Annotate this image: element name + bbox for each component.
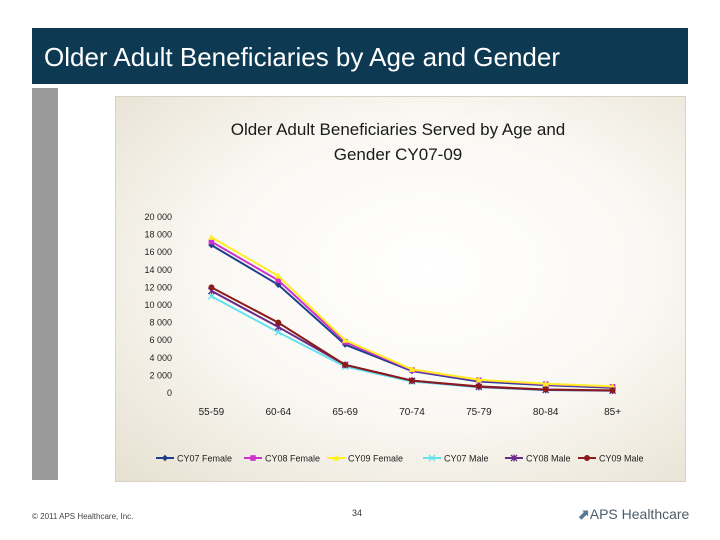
y-tick-label: 18 000: [144, 230, 172, 240]
series-line: [210, 240, 613, 388]
data-point: [609, 383, 616, 389]
y-tick-label: 4 000: [149, 353, 172, 363]
data-point: [208, 238, 215, 245]
data-point: [341, 337, 349, 343]
data-point: [207, 292, 215, 300]
legend-item: CY09 Female: [327, 454, 403, 464]
data-point: [542, 380, 549, 387]
legend-item: CY09 Male: [578, 454, 644, 464]
y-tick-label: 2 000: [149, 370, 172, 380]
left-accent-bar: [32, 88, 58, 480]
y-tick-label: 8 000: [149, 318, 172, 328]
data-point: [332, 454, 340, 461]
chart-panel: Older Adult Beneficiaries Served by Age …: [115, 96, 686, 482]
data-point: [428, 454, 436, 462]
legend-label: CY07 Female: [177, 454, 232, 464]
data-point: [584, 455, 590, 461]
chart-title-line-2: Gender CY07-09: [334, 145, 463, 164]
data-point: [475, 383, 482, 390]
data-point: [208, 241, 215, 249]
y-tick-label: 10 000: [144, 300, 172, 310]
x-tick-label: 60-64: [265, 407, 291, 418]
y-tick-label: 14 000: [144, 265, 172, 275]
legend-item: CY07 Male: [423, 454, 489, 464]
chart-title-line-1: Older Adult Beneficiaries Served by Age …: [231, 120, 566, 139]
copyright-text: © 2011 APS Healthcare, Inc.: [32, 512, 134, 521]
series-cy09-female: [208, 234, 616, 389]
data-point: [342, 361, 349, 368]
data-point: [510, 454, 518, 462]
legend-label: CY09 Female: [348, 454, 403, 464]
x-tick-label: 85+: [604, 407, 621, 418]
data-point: [208, 234, 215, 240]
x-tick-label: 65-69: [332, 407, 358, 418]
legend-label: CY08 Male: [526, 454, 571, 464]
data-point: [161, 454, 169, 462]
data-point: [408, 366, 416, 372]
y-tick-label: 0: [167, 388, 172, 398]
x-tick-label: 70-74: [399, 407, 425, 418]
slide-title-bar: Older Adult Beneficiaries by Age and Gen…: [32, 28, 688, 84]
slide-title: Older Adult Beneficiaries by Age and Gen…: [44, 42, 560, 72]
page-number: 34: [352, 508, 363, 518]
series-line: [210, 295, 613, 392]
series-cy09-male: [208, 284, 616, 394]
data-point: [208, 284, 215, 291]
legend-item: CY07 Female: [156, 454, 232, 464]
x-tick-label: 55-59: [199, 407, 225, 418]
legend-item: CY08 Male: [505, 454, 571, 464]
data-point: [274, 328, 282, 336]
data-point: [609, 387, 616, 394]
data-point: [475, 376, 483, 383]
x-tick-label: 80-84: [533, 407, 559, 418]
series-line: [210, 286, 613, 392]
data-point: [409, 377, 415, 384]
y-tick-label: 16 000: [144, 247, 172, 257]
data-point: [275, 319, 282, 326]
series-line: [210, 290, 613, 392]
legend-item: CY08 Female: [244, 454, 320, 464]
y-tick-label: 20 000: [144, 212, 172, 222]
y-tick-label: 6 000: [149, 335, 172, 345]
legend-label: CY09 Male: [599, 454, 644, 464]
data-point: [542, 386, 549, 393]
data-point: [275, 277, 282, 284]
line-chart: Older Adult Beneficiaries Served by Age …: [144, 120, 644, 464]
data-point: [275, 272, 282, 279]
x-tick-label: 75-79: [466, 407, 492, 418]
logo-text: APS Healthcare: [589, 506, 690, 522]
data-point: [250, 455, 256, 461]
y-tick-label: 12 000: [144, 282, 172, 292]
legend-label: CY07 Male: [444, 454, 489, 464]
logo-mark-icon: ⬈: [578, 506, 590, 522]
company-logo: ⬈APS Healthcare: [578, 506, 689, 523]
series-line: [210, 236, 613, 388]
legend-label: CY08 Female: [265, 454, 320, 464]
